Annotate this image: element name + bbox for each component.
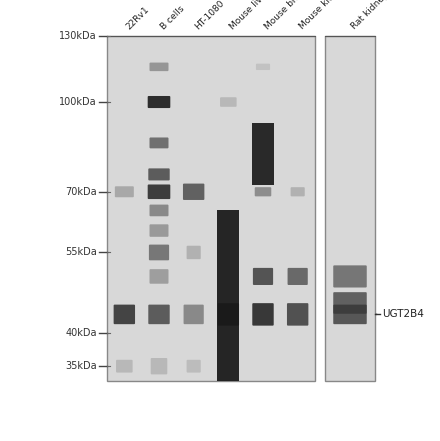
FancyBboxPatch shape (151, 358, 167, 374)
FancyBboxPatch shape (149, 245, 169, 260)
Bar (107, 36, 315, 381)
Text: 22Rv1: 22Rv1 (125, 4, 151, 31)
Bar (217, 210, 239, 381)
FancyBboxPatch shape (150, 205, 169, 216)
Text: UGT2B4: UGT2B4 (382, 310, 424, 319)
FancyBboxPatch shape (183, 183, 204, 200)
FancyBboxPatch shape (148, 184, 170, 199)
Text: 70kDa: 70kDa (66, 187, 97, 197)
FancyBboxPatch shape (255, 187, 271, 196)
FancyBboxPatch shape (150, 224, 169, 237)
Text: 35kDa: 35kDa (66, 361, 97, 371)
FancyBboxPatch shape (187, 360, 201, 373)
FancyBboxPatch shape (333, 305, 367, 324)
FancyBboxPatch shape (148, 168, 170, 180)
Text: Mouse brain: Mouse brain (263, 0, 308, 31)
FancyBboxPatch shape (287, 303, 308, 325)
Text: HT-1080: HT-1080 (194, 0, 227, 31)
Text: 40kDa: 40kDa (66, 328, 97, 338)
Text: 100kDa: 100kDa (59, 97, 97, 107)
Text: B cells: B cells (159, 4, 186, 31)
FancyBboxPatch shape (252, 303, 274, 325)
FancyBboxPatch shape (253, 268, 273, 285)
FancyBboxPatch shape (115, 186, 134, 197)
FancyBboxPatch shape (187, 246, 201, 259)
FancyBboxPatch shape (256, 64, 270, 70)
FancyBboxPatch shape (290, 187, 305, 196)
FancyBboxPatch shape (333, 265, 367, 288)
FancyBboxPatch shape (148, 96, 170, 108)
FancyBboxPatch shape (150, 138, 169, 148)
FancyBboxPatch shape (288, 268, 308, 285)
FancyBboxPatch shape (220, 97, 237, 107)
FancyBboxPatch shape (218, 303, 239, 325)
FancyBboxPatch shape (116, 360, 132, 373)
FancyBboxPatch shape (148, 305, 170, 324)
Text: 130kDa: 130kDa (59, 31, 97, 41)
Bar (252, 123, 274, 185)
FancyBboxPatch shape (150, 269, 169, 284)
FancyBboxPatch shape (114, 305, 135, 324)
Text: 55kDa: 55kDa (65, 247, 97, 258)
Bar (325, 36, 375, 381)
FancyBboxPatch shape (150, 63, 169, 71)
Text: Mouse kidney: Mouse kidney (298, 0, 348, 31)
Text: Mouse liver: Mouse liver (228, 0, 271, 31)
FancyBboxPatch shape (183, 305, 204, 324)
Text: Rat kidney: Rat kidney (350, 0, 391, 31)
FancyBboxPatch shape (333, 292, 367, 314)
